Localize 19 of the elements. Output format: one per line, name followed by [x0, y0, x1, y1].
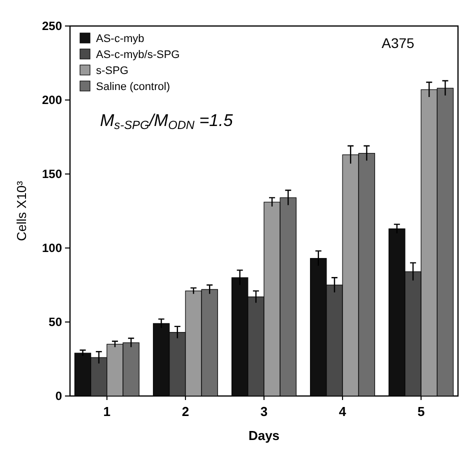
text: A375 — [382, 35, 415, 51]
x-axis-title: Days — [248, 428, 280, 443]
y-tick-label: 200 — [42, 93, 62, 108]
legend-label: Saline (control) — [96, 80, 170, 93]
y-tick-label: 250 — [42, 19, 62, 34]
y-tick-label: 0 — [55, 389, 62, 404]
y-tick-label: 150 — [42, 167, 62, 182]
legend-label: s-SPG — [96, 64, 128, 77]
y-axis-title: Cells X10³ — [14, 180, 29, 241]
x-tick-label: 2 — [182, 404, 190, 419]
x-tick-label: 5 — [417, 404, 425, 419]
legend-label: AS-c-myb/s-SPG — [96, 48, 180, 61]
x-tick-label: 4 — [338, 404, 347, 419]
annotation: M$_{s-SPG}$/M$_{ODN}$ =1.5 — [100, 111, 234, 132]
y-tick-label: 100 — [42, 241, 62, 256]
x-tick-label: 3 — [260, 404, 268, 419]
x-tick-label: 1 — [103, 404, 111, 419]
legend-label: AS-c-myb — [96, 32, 144, 45]
y-tick-label: 50 — [48, 315, 62, 330]
